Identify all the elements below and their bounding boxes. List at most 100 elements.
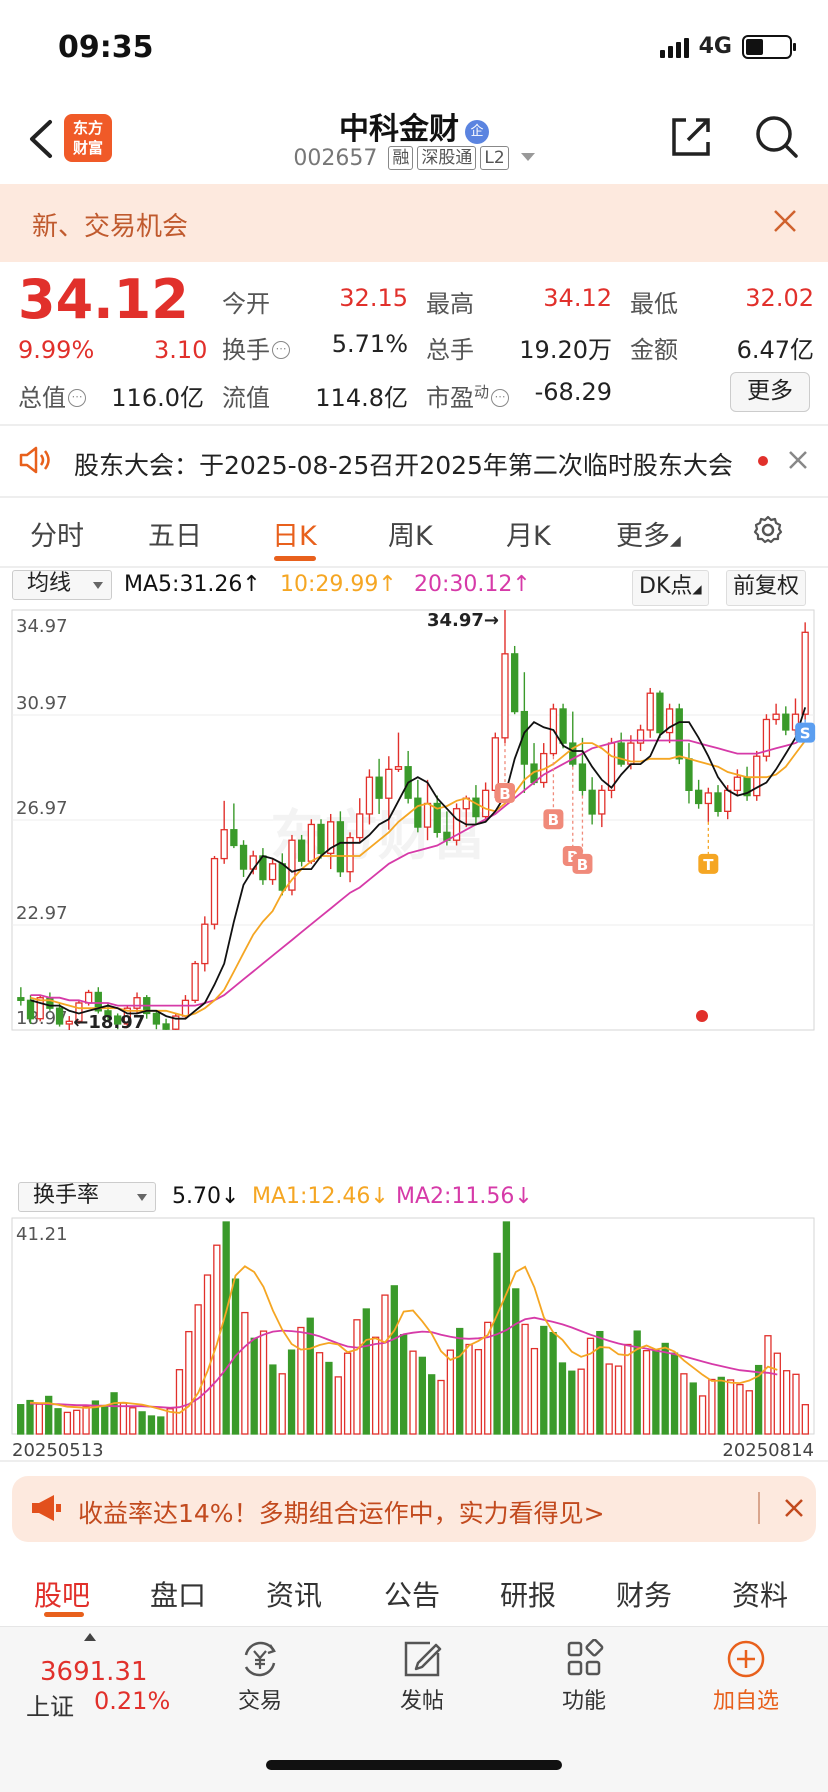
turnover-bar — [558, 1362, 567, 1435]
chevron-down-icon[interactable] — [520, 153, 535, 161]
candle-body — [307, 823, 315, 862]
turnover-bar — [35, 1403, 44, 1435]
divider — [0, 1460, 828, 1462]
dk-point-button[interactable]: DK点◢ — [632, 570, 709, 606]
tab-order-book[interactable]: 盘口 — [150, 1579, 207, 1612]
back-icon[interactable] — [26, 116, 56, 162]
candle-body — [230, 829, 238, 847]
add-watchlist-button[interactable]: 加自选 — [696, 1639, 796, 1715]
more-button[interactable]: 更多 — [730, 372, 810, 412]
stock-code: 002657 — [293, 146, 378, 171]
tab-announcements[interactable]: 公告 — [384, 1579, 441, 1612]
turnover-bar — [698, 1395, 707, 1435]
turnover-bar — [596, 1330, 604, 1435]
adjust-button[interactable]: 前复权 — [726, 570, 807, 606]
promo-text: 新、交易机会 — [32, 212, 189, 242]
status-indicators: 4G — [659, 34, 796, 59]
home-indicator — [266, 1760, 562, 1770]
tab-forum[interactable]: 股吧 — [34, 1579, 91, 1612]
info-icon[interactable]: ⋯ — [272, 341, 290, 359]
signal-marker — [543, 809, 564, 830]
turnover-bar — [371, 1336, 380, 1435]
candle-body — [646, 692, 654, 731]
trade-label: 交易 — [237, 1689, 282, 1714]
candle-body — [694, 789, 703, 805]
amount-value: 6.47亿 — [736, 336, 814, 364]
signal-label: B — [499, 785, 510, 803]
signal-marker — [698, 853, 719, 874]
close-icon[interactable] — [786, 448, 810, 472]
notice-bar[interactable]: 股东大会：于2025-08-25召开2025年第二次临时股东大会 — [0, 428, 828, 494]
turnover-bar — [568, 1370, 576, 1435]
turnover-ma1-value: MA1:12.46 — [252, 1184, 371, 1209]
divider — [0, 496, 828, 498]
turnover-bar — [465, 1343, 473, 1435]
post-button[interactable]: 发帖 — [372, 1639, 472, 1715]
change-amount: 3.10 — [154, 336, 208, 364]
candle-body — [520, 710, 529, 765]
turnover-bar — [353, 1319, 361, 1435]
index-name[interactable]: 上证 — [26, 1693, 74, 1721]
tab-five-day[interactable]: 五日 — [148, 521, 202, 552]
turnover-bar — [362, 1308, 370, 1435]
tab-monthly-k[interactable]: 月K — [506, 521, 551, 552]
turnover-bar — [334, 1376, 342, 1435]
turnover-bar — [138, 1411, 146, 1435]
turnover-chart[interactable]: 41.21 20250513 20250814 — [0, 1216, 828, 1460]
content-tabs: 股吧 盘口 资讯 公告 研报 财务 资料 — [0, 1556, 828, 1626]
enterprise-badge: 企 — [465, 120, 489, 144]
indicator-select[interactable]: 均线 — [12, 570, 112, 600]
candle-body — [607, 742, 616, 791]
stock-code-line[interactable]: 002657 融深股通 L2 — [0, 146, 828, 171]
tab-intraday[interactable]: 分时 — [30, 521, 84, 552]
promo-banner[interactable]: 新、交易机会 — [0, 184, 828, 262]
tab-more[interactable]: 更多◢ — [616, 514, 681, 553]
info-icon[interactable]: ⋯ — [68, 389, 86, 407]
tab-profile[interactable]: 资料 — [732, 1579, 789, 1612]
turnover-bar — [381, 1294, 389, 1435]
mcap-label-text: 总值 — [18, 384, 66, 412]
turnover-bar — [493, 1252, 501, 1435]
close-icon[interactable] — [770, 206, 800, 236]
chevron-down-icon — [137, 1194, 147, 1201]
sub-indicator-select[interactable]: 换手率 — [18, 1182, 156, 1212]
tab-daily-k[interactable]: 日K — [272, 521, 317, 552]
function-button[interactable]: 功能 — [534, 1639, 634, 1715]
turnover-bar — [343, 1352, 352, 1435]
tab-weekly-k[interactable]: 周K — [388, 521, 433, 552]
share-icon[interactable] — [668, 114, 714, 160]
trade-button[interactable]: 交易 — [210, 1639, 310, 1715]
index-percent[interactable]: 0.21% — [94, 1687, 171, 1715]
info-icon[interactable]: ⋯ — [491, 389, 510, 407]
gear-icon[interactable] — [752, 514, 784, 546]
candle-body — [26, 999, 35, 1020]
notice-text: 股东大会：于2025-08-25召开2025年第二次临时股东大会 — [74, 451, 733, 480]
candle-body — [278, 863, 286, 891]
candle-body — [94, 991, 102, 1012]
candle-body — [617, 742, 625, 765]
tab-finance[interactable]: 财务 — [616, 1579, 673, 1612]
ma20-legend: 20:30.12↑ — [414, 572, 531, 597]
network-type: 4G — [698, 34, 732, 59]
index-value[interactable]: 3691.31 — [40, 1657, 148, 1687]
close-icon[interactable] — [782, 1496, 806, 1520]
candle-body — [598, 789, 606, 815]
tab-research[interactable]: 研报 — [500, 1579, 557, 1612]
search-icon[interactable] — [754, 114, 800, 160]
open-value: 32.15 — [339, 284, 408, 312]
candle-body — [123, 1007, 132, 1025]
ad-banner[interactable]: 收益率达14%！多期组合运作中，实力看得见> — [12, 1476, 816, 1542]
ma10-legend: 10:29.99↑ — [280, 572, 397, 597]
turnover-bar — [624, 1343, 632, 1435]
amount-label: 金额 — [630, 336, 678, 364]
turnover-bar — [773, 1352, 781, 1435]
candlestick-chart[interactable]: 34.9730.9726.9722.9718.97东方财富34.97→←18.9… — [0, 604, 828, 1182]
turnover-y-tick: 41.21 — [16, 1224, 68, 1245]
tab-news[interactable]: 资讯 — [266, 1579, 323, 1612]
turnover-bar — [605, 1363, 613, 1435]
signal-marker — [572, 853, 593, 874]
turnover-bar — [400, 1334, 408, 1435]
candle-body — [268, 863, 277, 881]
turnover-bar — [689, 1382, 697, 1435]
volume-value: 19.20万 — [519, 336, 612, 364]
